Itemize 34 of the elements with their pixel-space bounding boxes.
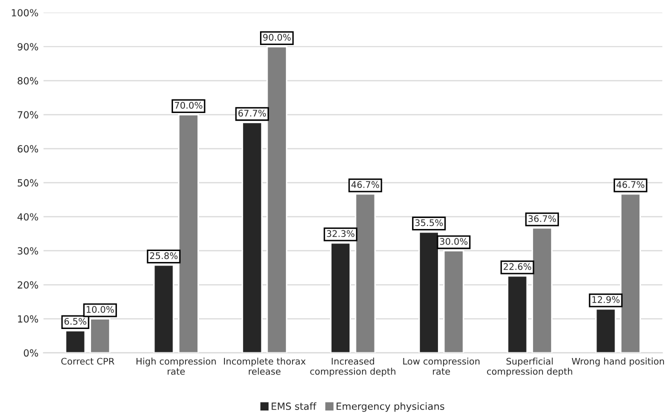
data-label: 46.7% xyxy=(351,181,380,188)
y-tick-label: 80% xyxy=(18,77,38,84)
y-tick-label: 50% xyxy=(18,179,38,187)
data-label: 6.5% xyxy=(64,318,86,325)
x-tick-label: Correct CPR xyxy=(61,358,114,365)
legend-label: EMS staff xyxy=(272,402,316,410)
data-label: 12.9% xyxy=(592,296,620,303)
x-tick-label: High compression rate xyxy=(136,358,216,375)
y-tick-label: 100% xyxy=(12,9,38,16)
data-label: 32.3% xyxy=(326,230,354,237)
data-label: 30.0% xyxy=(440,238,468,245)
x-tick-label: Increased compression depth xyxy=(310,358,396,377)
y-tick-label: 30% xyxy=(18,247,38,255)
y-tick-label: 40% xyxy=(17,213,38,221)
data-label: 46.7% xyxy=(616,181,644,188)
data-label: 90.0% xyxy=(263,34,291,41)
data-label: 25.8% xyxy=(150,252,178,260)
y-tick-label: 10% xyxy=(18,315,38,323)
data-label: 36.7% xyxy=(528,215,556,222)
data-label: 22.6% xyxy=(504,263,532,270)
x-tick-label: Superficial compression depth xyxy=(487,358,572,377)
data-label: 10.0% xyxy=(86,306,114,313)
legend-label: Emergency physicians xyxy=(336,402,444,412)
y-tick-label: 90% xyxy=(18,43,38,50)
y-tick-label: 0% xyxy=(24,349,38,357)
y-tick-label: 20% xyxy=(18,281,38,289)
data-label: 67.7% xyxy=(238,110,266,117)
x-tick-label: Low compression rate xyxy=(403,358,480,375)
data-label: 70.0% xyxy=(174,102,202,109)
y-tick-label: 60% xyxy=(18,145,38,153)
data-label: 35.5% xyxy=(415,219,443,226)
x-tick-label: Incomplete thorax release xyxy=(224,358,306,375)
y-tick-label: 70% xyxy=(18,111,38,118)
x-tick-label: Wrong hand position xyxy=(572,358,664,366)
